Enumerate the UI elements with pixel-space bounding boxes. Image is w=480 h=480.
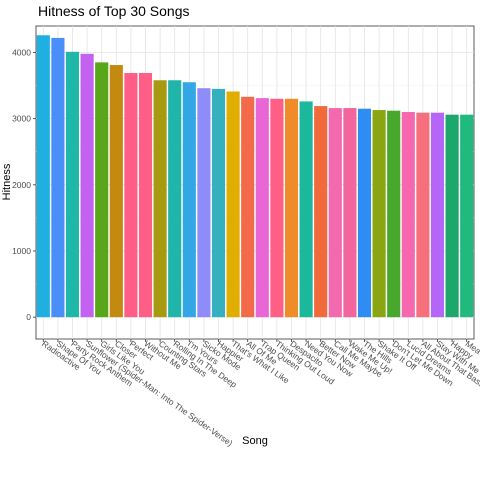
bar [124,72,138,318]
bar [372,110,386,318]
bar [328,108,342,318]
y-axis: 0 1000 2000 3000 4000 [12,47,36,322]
bar [284,98,299,318]
bar [51,37,65,318]
bar [80,53,94,318]
bar [357,108,372,318]
x-axis-title: Song [242,435,268,447]
bar [65,51,80,318]
bar [241,96,255,318]
y-tick-label: 3000 [12,114,31,124]
bar [226,91,240,318]
bar [255,98,269,318]
y-axis-title: Hitness [1,163,13,200]
bar [95,62,109,318]
y-tick-label: 2000 [12,180,31,190]
bars [36,35,474,318]
bar [168,80,182,318]
bar [314,106,328,318]
bar [36,35,50,318]
plot-panel [35,25,475,340]
bar [299,101,313,318]
bar [270,98,284,318]
y-tick-label: 4000 [12,47,31,57]
y-tick-label: 1000 [12,246,31,256]
y-tick-label: 0 [26,312,31,322]
bar [401,112,415,318]
bar [387,110,401,318]
bar [460,114,474,318]
bar [343,108,357,318]
bar [211,88,226,318]
bar [182,82,196,318]
chart-title: Hitness of Top 30 Songs [38,3,190,19]
bar [109,65,123,318]
bar [197,88,211,318]
bar [138,72,153,318]
bar [416,112,430,318]
bar [430,112,445,318]
bar [445,114,459,318]
bar [153,80,167,318]
